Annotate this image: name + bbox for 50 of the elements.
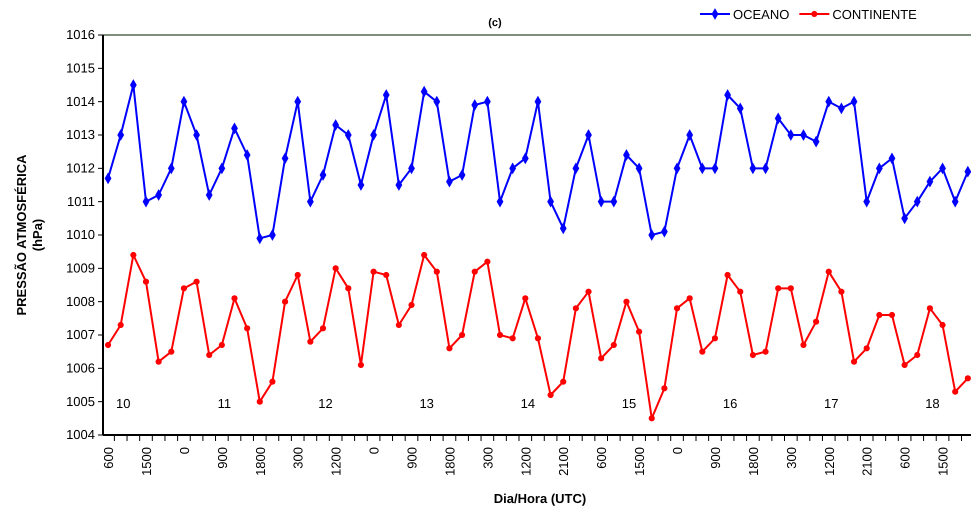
annotation: 12 bbox=[318, 396, 333, 411]
y-tick-label: 1012 bbox=[66, 160, 95, 176]
x-tick-label: 1200 bbox=[328, 447, 344, 476]
y-axis-title: PRESSÃO ATMOSFÉRICA (hPa) bbox=[14, 154, 45, 316]
x-tick-label: 0 bbox=[366, 447, 382, 454]
y-tick-label: 1004 bbox=[66, 427, 95, 442]
x-tick-label: 1500 bbox=[138, 447, 154, 476]
legend-label: CONTINENTE bbox=[832, 7, 918, 22]
y-tick-label: 1009 bbox=[66, 260, 95, 276]
x-tick-label: 2100 bbox=[556, 447, 572, 476]
x-tick-label: 600 bbox=[594, 447, 610, 469]
y-tick-label: 1016 bbox=[66, 27, 95, 42]
y-tick-label: 1008 bbox=[66, 294, 95, 309]
x-tick-label: 1200 bbox=[822, 447, 837, 476]
y-tick-label: 1010 bbox=[66, 227, 95, 242]
x-tick-label: 300 bbox=[290, 447, 306, 469]
x-tick-label: 2100 bbox=[860, 447, 875, 476]
y-tick-label: 1006 bbox=[66, 360, 95, 376]
x-tick-label: 300 bbox=[784, 447, 799, 469]
x-tick-label: 600 bbox=[898, 447, 913, 469]
annotation: 16 bbox=[722, 396, 738, 411]
legend-label: OCEANO bbox=[733, 7, 790, 22]
x-tick-label: 1200 bbox=[518, 447, 534, 476]
y-tick-label: 1013 bbox=[66, 127, 95, 142]
annotation: 18 bbox=[925, 396, 940, 411]
y-tick-label: 1007 bbox=[66, 327, 95, 342]
x-tick-label: 900 bbox=[214, 447, 230, 469]
x-tick-label: 1800 bbox=[746, 447, 761, 476]
x-tick-label: 300 bbox=[480, 447, 496, 469]
x-tick-label: 1500 bbox=[936, 447, 951, 476]
x-tick-label: 900 bbox=[404, 447, 420, 469]
x-tick-label: 1800 bbox=[252, 447, 268, 476]
chart-title: (c) bbox=[488, 17, 502, 29]
y-tick-label: 1011 bbox=[67, 194, 95, 209]
x-tick-label: 600 bbox=[101, 447, 116, 469]
x-tick-label: 1500 bbox=[632, 447, 648, 476]
x-tick-label: 900 bbox=[708, 447, 723, 469]
annotation: 17 bbox=[824, 396, 839, 411]
annotation: 14 bbox=[520, 396, 536, 411]
annotation: 10 bbox=[116, 396, 130, 411]
x-tick-label: 1800 bbox=[442, 447, 458, 476]
annotation: 15 bbox=[622, 396, 636, 411]
y-tick-label: 1005 bbox=[66, 394, 95, 409]
x-tick-label: 0 bbox=[670, 447, 686, 454]
x-axis-title: Dia/Hora (UTC) bbox=[494, 491, 586, 506]
annotation: 13 bbox=[419, 396, 434, 411]
y-tick-label: 1014 bbox=[66, 94, 95, 109]
annotation: 11 bbox=[218, 396, 232, 411]
x-tick-label: 0 bbox=[176, 447, 192, 454]
y-tick-label: 1015 bbox=[66, 60, 95, 76]
